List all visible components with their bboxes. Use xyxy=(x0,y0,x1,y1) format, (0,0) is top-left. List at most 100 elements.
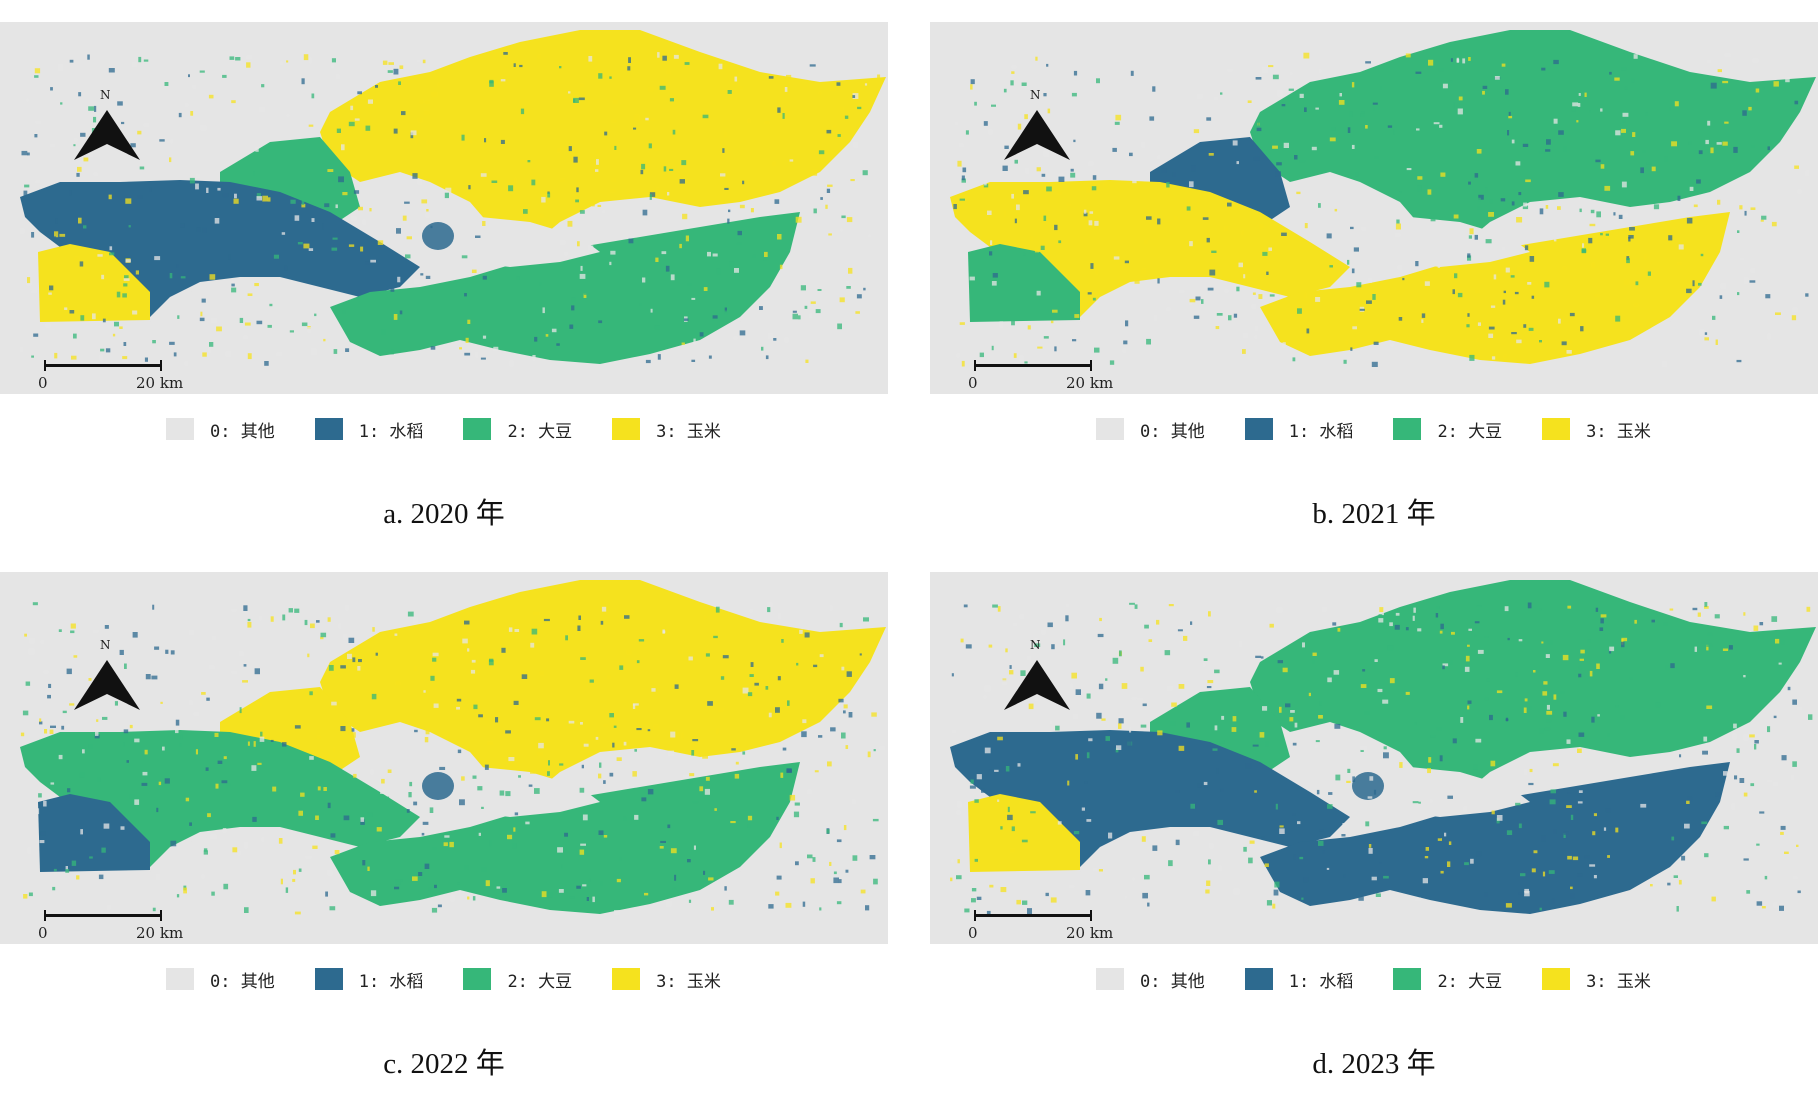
speckle xyxy=(60,102,63,105)
speckle xyxy=(500,79,506,82)
speckle xyxy=(1292,742,1297,746)
speckle xyxy=(1427,768,1431,774)
speckle xyxy=(1349,111,1353,117)
speckle xyxy=(20,228,25,234)
speckle xyxy=(260,731,263,737)
speckle xyxy=(114,701,118,706)
speckle xyxy=(1134,604,1138,609)
speckle xyxy=(396,228,401,234)
speckle xyxy=(1621,128,1626,133)
speckle xyxy=(742,687,749,694)
speckle xyxy=(1013,353,1017,358)
speckle xyxy=(195,174,200,178)
speckle xyxy=(1438,68,1445,72)
speckle xyxy=(1299,856,1304,860)
speckle xyxy=(24,184,30,188)
speckle xyxy=(1359,308,1365,311)
speckle xyxy=(1440,870,1444,874)
speckle xyxy=(235,57,241,61)
speckle xyxy=(983,121,988,126)
speckle xyxy=(792,313,798,320)
speckle xyxy=(327,870,333,876)
speckle xyxy=(1382,699,1389,704)
speckle xyxy=(1698,216,1704,219)
speckle xyxy=(1593,816,1598,819)
speckle xyxy=(1365,125,1368,129)
speckle xyxy=(571,297,576,303)
speckle xyxy=(1277,90,1283,97)
speckle xyxy=(1236,161,1239,165)
speckle xyxy=(846,671,852,677)
speckle xyxy=(840,107,844,111)
speckle xyxy=(1383,875,1389,879)
speckle xyxy=(1467,700,1472,704)
speckle xyxy=(994,769,999,772)
speckle xyxy=(636,660,640,664)
speckle xyxy=(599,881,604,887)
speckle xyxy=(691,750,695,756)
speckle xyxy=(200,311,203,317)
speckle xyxy=(1561,341,1567,346)
speckle xyxy=(812,857,816,862)
speckle xyxy=(813,664,818,668)
speckle xyxy=(1275,803,1278,810)
speckle xyxy=(259,736,265,742)
speckle xyxy=(820,197,823,200)
speckle xyxy=(1505,903,1512,908)
speckle xyxy=(1365,61,1371,64)
speckle xyxy=(1600,233,1603,236)
speckle xyxy=(20,732,25,737)
speckle xyxy=(1723,825,1729,830)
speckle xyxy=(1072,339,1077,342)
speckle xyxy=(1651,166,1656,172)
speckle xyxy=(582,814,588,821)
speckle xyxy=(833,877,839,884)
speckle xyxy=(1021,82,1027,86)
speckle xyxy=(1123,340,1128,345)
speckle xyxy=(634,749,637,752)
speckle xyxy=(105,348,111,353)
speckle xyxy=(350,105,354,111)
speckle xyxy=(1350,226,1354,230)
speckle xyxy=(681,160,687,166)
speckle xyxy=(1576,120,1579,123)
speckle xyxy=(456,698,462,702)
speckle xyxy=(1011,65,1017,69)
speckle xyxy=(1773,902,1777,908)
speckle xyxy=(1346,780,1351,783)
speckle xyxy=(1720,283,1726,289)
speckle xyxy=(702,755,708,759)
speckle xyxy=(1734,775,1738,780)
speckle xyxy=(1467,313,1470,317)
speckle xyxy=(178,112,182,118)
speckle xyxy=(320,632,327,638)
speckle xyxy=(1596,211,1601,218)
speckle xyxy=(679,243,682,249)
speckle xyxy=(1671,141,1677,147)
speckle xyxy=(1767,726,1771,733)
speckle xyxy=(600,620,604,625)
speckle xyxy=(1095,269,1098,275)
speckle xyxy=(632,703,639,706)
speckle xyxy=(1327,677,1332,683)
speckle xyxy=(173,352,177,357)
speckle xyxy=(805,109,808,113)
speckle xyxy=(784,87,788,92)
speckle xyxy=(763,258,767,262)
speckle xyxy=(1294,155,1298,160)
speckle xyxy=(768,904,774,909)
speckle xyxy=(1767,779,1772,783)
speckle xyxy=(189,822,192,826)
speckle xyxy=(711,900,716,907)
speckle xyxy=(1083,209,1087,214)
speckle xyxy=(257,762,262,765)
speckle xyxy=(523,209,528,214)
speckle xyxy=(1109,360,1115,365)
speckle xyxy=(1373,156,1379,159)
speckle xyxy=(992,273,998,278)
speckle xyxy=(222,192,229,198)
speckle xyxy=(1393,129,1396,135)
speckle xyxy=(1378,618,1384,623)
speckle xyxy=(1761,87,1765,90)
speckle xyxy=(1671,836,1675,841)
